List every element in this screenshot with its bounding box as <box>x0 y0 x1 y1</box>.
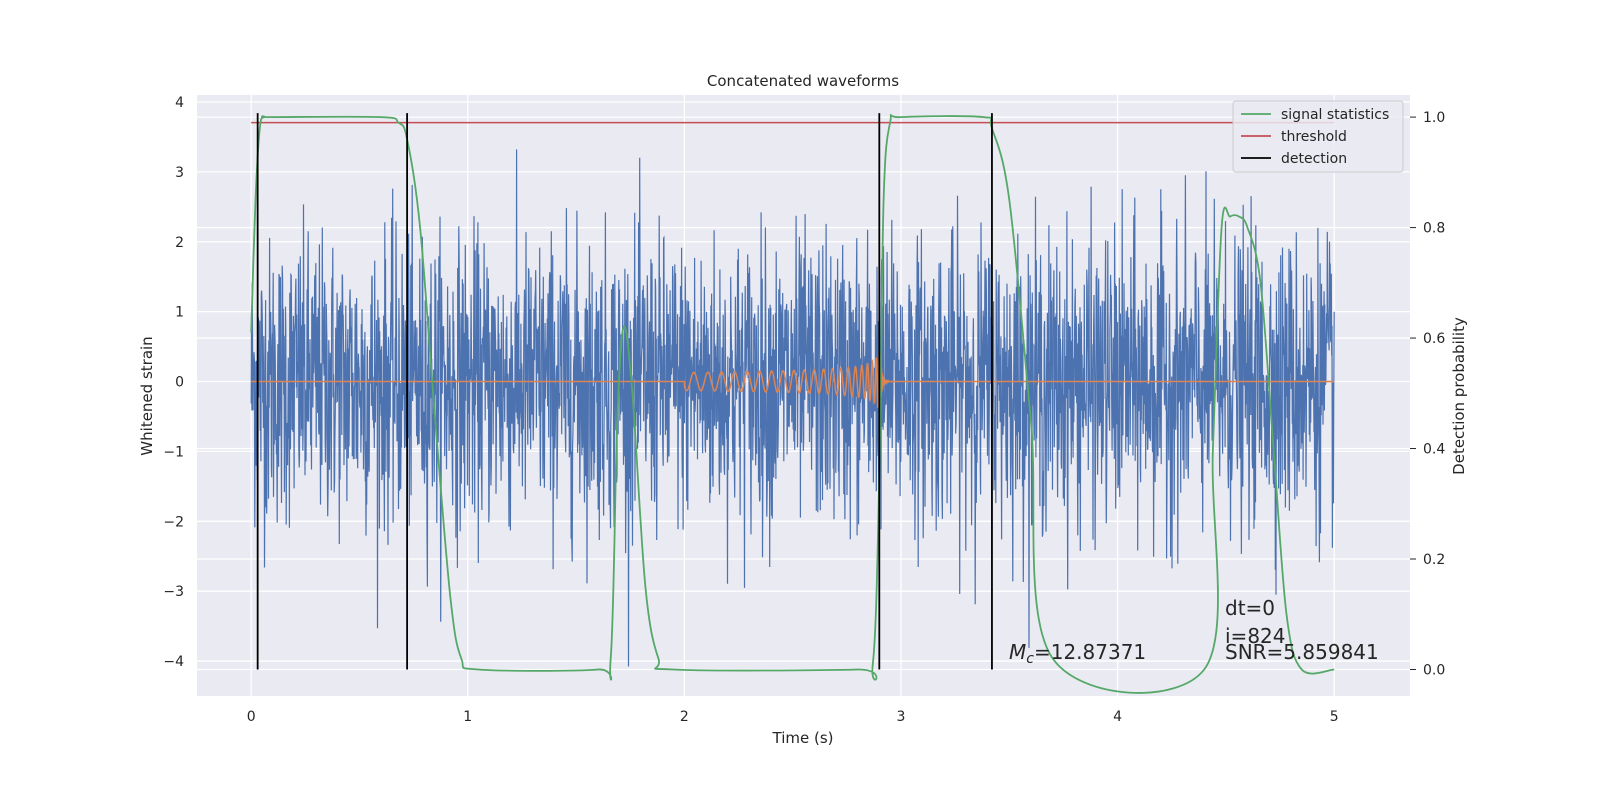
strain-series-line <box>250 149 1335 667</box>
x-axis-ticks: 0 1 2 3 4 5 <box>247 709 1339 725</box>
y2-tick-label-5: 1.0 <box>1423 110 1445 126</box>
y-tick-label-7: 3 <box>175 165 184 181</box>
signal-statistics-series-line <box>250 114 1335 694</box>
y2-tick-label-1: 0.2 <box>1423 552 1445 568</box>
legend-label-threshold: threshold <box>1281 129 1347 145</box>
legend-label-signal-statistics: signal statistics <box>1281 107 1389 123</box>
y-tick-label-2: −2 <box>163 514 184 530</box>
x-tick-label-3: 3 <box>897 709 906 725</box>
y2-tick-label-0: 0.0 <box>1423 662 1445 678</box>
annotation-chirp-mass-symbol: M <box>1009 640 1026 664</box>
x-tick-label-2: 2 <box>680 709 689 725</box>
y-tick-label-4: 0 <box>175 375 184 391</box>
y-tick-label-0: −4 <box>163 654 184 670</box>
y2-axis-label: Detection probability <box>1450 317 1468 475</box>
annotation-snr: SNR=5.859841 <box>1225 640 1379 664</box>
annotation-chirp-mass-subscript: c <box>1026 651 1034 667</box>
x-tick-label-4: 4 <box>1113 709 1122 725</box>
annotation-index: i=824 <box>1225 624 1286 648</box>
annotation-chirp-mass: Mc=12.87371 <box>1009 640 1146 667</box>
plot-series-group <box>250 113 1335 694</box>
template-series-line <box>251 350 1335 417</box>
x-tick-label-1: 1 <box>463 709 472 725</box>
y2-tick-label-3: 0.6 <box>1423 331 1445 347</box>
legend-box <box>1232 100 1404 173</box>
y-tick-label-6: 2 <box>175 235 184 251</box>
y-axis-ticks: −4 −3 −2 −1 0 1 2 3 4 <box>163 95 184 670</box>
x-tick-label-0: 0 <box>247 709 256 725</box>
x-axis-label: Time (s) <box>772 729 834 747</box>
chart-title: Concatenated waveforms <box>707 72 899 90</box>
y2-tick-label-2: 0.4 <box>1423 442 1445 458</box>
y-tick-label-8: 4 <box>175 95 184 111</box>
annotation-dt: dt=0 <box>1225 596 1275 620</box>
legend-label-detection: detection <box>1281 151 1347 167</box>
y-tick-label-5: 1 <box>175 305 184 321</box>
y-tick-label-3: −1 <box>163 444 184 460</box>
annotation-chirp-mass-value: =12.87371 <box>1034 640 1146 664</box>
y-tick-label-1: −3 <box>163 584 184 600</box>
y2-tick-label-4: 0.8 <box>1423 221 1445 237</box>
legend: signal statistics threshold detection <box>1232 100 1404 173</box>
y-axis-label: Whitened strain <box>138 336 156 455</box>
detection-series <box>256 113 993 670</box>
y2-axis-ticks: 0.0 0.2 0.4 0.6 0.8 1.0 <box>1410 110 1445 678</box>
x-tick-label-5: 5 <box>1330 709 1339 725</box>
